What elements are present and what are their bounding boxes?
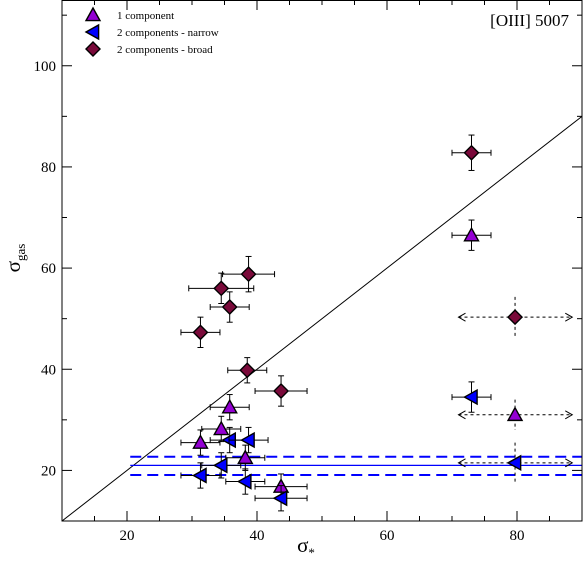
- legend-marker: [84, 23, 100, 41]
- 2-components-broad-point-4: [188, 272, 255, 304]
- 1-component-point-4: [201, 415, 242, 443]
- y-tick-label: 60: [41, 261, 56, 277]
- marker: [239, 362, 256, 379]
- legend-entry-1: 1 component: [84, 6, 174, 22]
- 2-components-narrow-point-4: [228, 426, 269, 454]
- marker: [272, 490, 288, 507]
- marker: [192, 467, 207, 484]
- 2-components-narrow-point-1: [451, 381, 492, 413]
- limit-arrow-head-left: [457, 312, 466, 322]
- marker: [506, 406, 524, 422]
- limit-arrow-head-right: [565, 410, 574, 420]
- legend-label: 2 components - narrow: [117, 27, 219, 39]
- legend-marker: [84, 6, 102, 22]
- one-to-one-line: [62, 115, 582, 521]
- x-tick-label: 80: [510, 528, 525, 544]
- y-tick-label: 40: [41, 362, 56, 378]
- y-tick-label: 100: [34, 59, 57, 75]
- 2-components-narrow-point-6: [180, 462, 221, 489]
- marker: [273, 383, 290, 399]
- marker: [240, 266, 257, 283]
- marker: [213, 280, 230, 297]
- 1-component-point-3: [209, 394, 250, 421]
- marker: [463, 144, 480, 161]
- marker: [192, 324, 209, 341]
- 2-components-broad-point-3: [222, 255, 276, 293]
- marker: [507, 309, 524, 326]
- limit-arrow-head-left: [457, 458, 466, 468]
- marker: [463, 226, 480, 242]
- legend-marker: [85, 41, 101, 57]
- plot-frame: [61, 0, 583, 522]
- 2-components-broad-point-6: [180, 316, 221, 349]
- 2-components-narrow-point-2: [457, 442, 574, 484]
- 1-component-point-2: [457, 399, 574, 430]
- annotation-label: [OIII] 5007: [490, 11, 569, 30]
- marker: [506, 454, 522, 472]
- x-axis-title: σ*: [297, 533, 315, 560]
- limit-arrow-head-left: [457, 410, 466, 420]
- y-tick-label: 20: [41, 463, 56, 479]
- marker: [213, 420, 230, 436]
- 1-component-point-6: [225, 444, 266, 471]
- x-tick-label: 20: [120, 528, 135, 544]
- marker: [240, 431, 255, 449]
- x-tick-label: 40: [250, 528, 265, 544]
- marker: [212, 457, 228, 474]
- legend-label: 1 component: [117, 10, 174, 22]
- limit-arrow-head-right: [565, 312, 574, 322]
- marker: [221, 398, 238, 414]
- 2-components-broad-point-8: [254, 375, 308, 407]
- legend-label: 2 components - broad: [117, 44, 213, 56]
- 2-components-narrow-point-5: [201, 452, 242, 479]
- marker: [236, 473, 252, 490]
- 2-components-broad-point-1: [451, 134, 492, 171]
- 2-components-broad-point-7: [227, 357, 268, 384]
- 2-components-narrow-point-8: [254, 485, 308, 512]
- marker: [237, 449, 254, 465]
- marker: [463, 388, 478, 406]
- legend-entry-2: 2 components - narrow: [84, 23, 219, 41]
- 1-component-point-5: [180, 429, 221, 456]
- limit-arrow-head-right: [565, 458, 574, 468]
- 2-components-broad-point-2: [457, 296, 574, 338]
- legend-entry-3: 2 components - broad: [85, 41, 213, 57]
- y-axis-title: σgas: [1, 244, 28, 273]
- 2-components-broad-point-5: [209, 291, 250, 323]
- 1-component-point-1: [451, 219, 492, 251]
- marker: [192, 434, 209, 449]
- 2-components-narrow-point-7: [225, 468, 266, 495]
- marker: [221, 299, 238, 316]
- x-tick-label: 60: [380, 528, 395, 544]
- y-tick-label: 80: [41, 160, 56, 176]
